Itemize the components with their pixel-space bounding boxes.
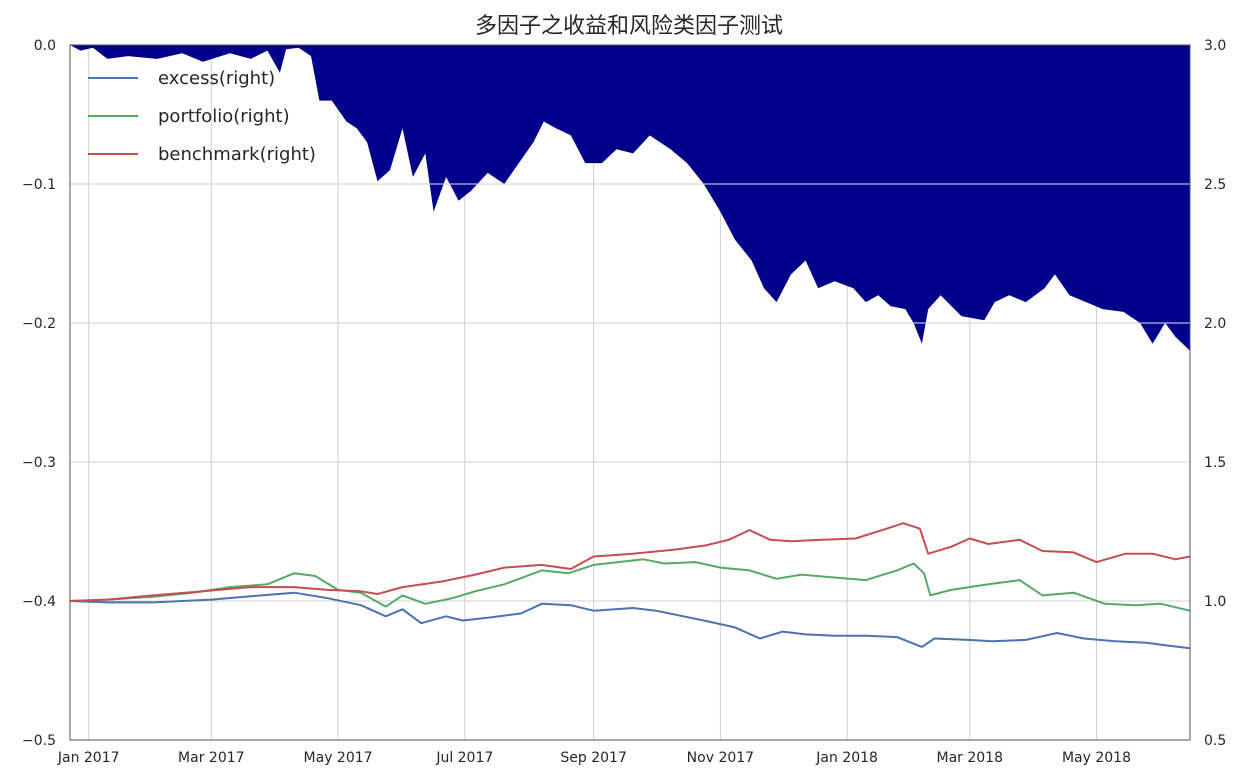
y-right-tick-label: 1.5: [1204, 455, 1226, 471]
series-line-portfolio: [69, 558, 1191, 612]
drawdown-area: [70, 45, 1190, 351]
series-line-benchmark: [69, 522, 1191, 602]
y-right-tick-label: 1.0: [1204, 594, 1226, 610]
y-left-tick-label: −0.2: [22, 316, 56, 332]
legend-label-benchmark: benchmark(right): [158, 144, 316, 165]
x-tick-label: Sep 2017: [560, 750, 626, 766]
y-right-tick-label: 2.5: [1204, 177, 1226, 193]
y-left-tick-label: −0.4: [22, 594, 56, 610]
series-line-excess: [69, 591, 1191, 650]
x-tick-label: Jan 2017: [57, 750, 120, 766]
x-tick-label: Nov 2017: [687, 750, 754, 766]
y-right-tick-label: 2.0: [1204, 316, 1226, 332]
x-tick-label: May 2018: [1062, 750, 1131, 766]
series-lines: [69, 522, 1191, 650]
legend-label-excess: excess(right): [158, 68, 275, 89]
plot-frame: [69, 44, 1191, 741]
x-tick-label: May 2017: [304, 750, 373, 766]
y-right-tick-label: 3.0: [1204, 38, 1226, 54]
x-tick-label: Mar 2017: [178, 750, 245, 766]
chart-title: 多因子之收益和风险类因子测试: [475, 14, 783, 39]
axes: Jan 2017 Mar 2017 May 2017 Jul 2017 Sep 2017…: [22, 38, 1226, 766]
y-right-tick-label: 0.5: [1204, 733, 1226, 749]
y-left-tick-label: 0.0: [34, 38, 56, 54]
legend: excess(right) portfolio(right) benchmark(r…: [88, 68, 316, 165]
x-tick-label: Jul 2017: [435, 750, 493, 766]
x-tick-label: Mar 2018: [936, 750, 1003, 766]
y-left-tick-label: −0.5: [22, 733, 56, 749]
y-left-tick-label: −0.1: [22, 177, 56, 193]
y-left-tick-label: −0.3: [22, 455, 56, 471]
legend-label-portfolio: portfolio(right): [158, 106, 290, 127]
x-tick-label: Jan 2018: [815, 750, 878, 766]
